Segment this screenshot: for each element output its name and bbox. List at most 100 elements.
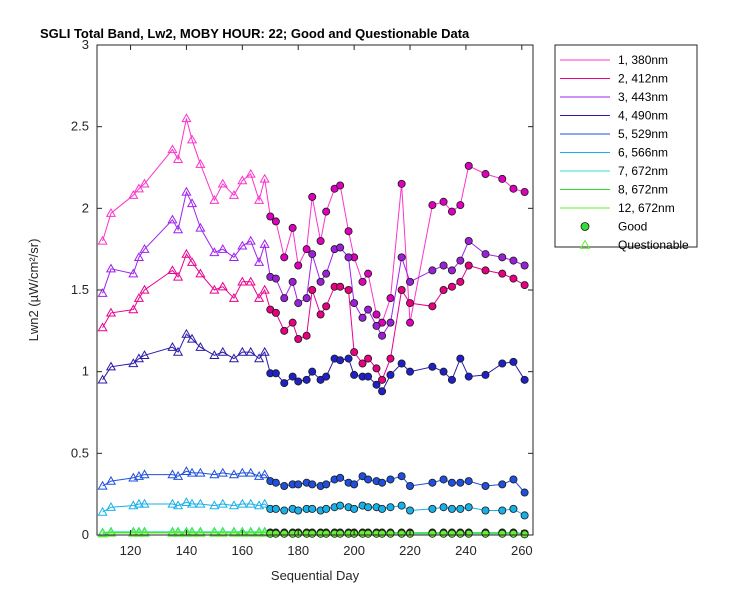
questionable-point	[139, 469, 150, 479]
good-point	[406, 481, 415, 490]
good-point	[322, 529, 331, 538]
good-point	[456, 529, 465, 538]
questionable-point	[245, 276, 256, 286]
good-point	[358, 277, 367, 286]
y-tick-label: 0.5	[71, 445, 89, 460]
good-point	[322, 207, 331, 216]
good-point	[397, 179, 406, 188]
questionable-point	[167, 498, 178, 508]
questionable-point	[254, 257, 265, 266]
good-point	[447, 266, 456, 275]
good-point	[280, 481, 289, 490]
questionable-point	[128, 527, 139, 537]
good-point	[386, 370, 395, 379]
data-marks	[97, 113, 529, 539]
good-point	[271, 217, 280, 226]
questionable-point	[186, 134, 198, 144]
good-point	[308, 504, 317, 513]
series-5	[97, 466, 529, 497]
questionable-point	[172, 154, 184, 163]
legend-label: 8, 672nm	[618, 183, 668, 197]
good-point	[456, 201, 465, 210]
good-point	[509, 274, 518, 283]
questionable-point	[97, 288, 108, 297]
good-point	[280, 253, 289, 262]
good-point	[378, 529, 387, 538]
questionable-point	[105, 307, 117, 317]
x-axis: 120 140 160 180 200 220 240 260	[120, 45, 533, 558]
good-point	[509, 184, 518, 193]
good-point	[520, 375, 529, 384]
questionable-point	[186, 467, 198, 477]
y-axis: 0 0.5 1 1.5 2 2.5 3	[71, 37, 533, 542]
good-point	[308, 367, 317, 376]
questionable-point	[139, 350, 150, 359]
questionable-point	[139, 527, 150, 537]
good-point	[406, 299, 415, 308]
questionable-point	[133, 252, 144, 261]
questionable-point	[217, 346, 228, 356]
questionable-point	[181, 527, 192, 537]
questionable-point	[237, 467, 248, 477]
good-point	[386, 503, 395, 512]
good-point	[288, 223, 297, 232]
good-point	[386, 475, 395, 484]
questionable-point	[105, 502, 117, 511]
legend-label: 12, 672nm	[618, 201, 675, 215]
good-point	[308, 192, 317, 201]
good-point	[336, 356, 345, 365]
good-point	[428, 362, 437, 371]
good-point	[364, 305, 373, 314]
questionable-point	[167, 469, 178, 479]
good-point	[308, 285, 317, 294]
questionable-point	[139, 284, 150, 294]
questionable-point	[195, 159, 206, 168]
x-tick-label: 240	[455, 543, 477, 558]
questionable-point	[217, 527, 228, 537]
good-point	[428, 302, 437, 311]
questionable-point	[181, 186, 192, 196]
good-point	[481, 250, 490, 259]
questionable-point	[105, 208, 117, 217]
good-point	[322, 372, 331, 381]
good-point	[498, 253, 507, 262]
questionable-point	[245, 235, 256, 245]
good-point	[439, 475, 448, 484]
x-tick-label: 260	[511, 543, 533, 558]
questionable-point	[167, 527, 178, 537]
good-point	[358, 313, 367, 322]
good-point	[456, 504, 465, 513]
good-point	[481, 481, 490, 490]
good-point	[271, 504, 280, 513]
good-point	[316, 277, 325, 286]
questionable-point	[217, 243, 228, 253]
legend-label: 5, 529nm	[618, 127, 668, 141]
questionable-point	[245, 498, 256, 508]
questionable-point	[97, 322, 108, 332]
good-point	[288, 277, 297, 286]
good-point	[378, 375, 387, 384]
questionable-point	[97, 528, 108, 538]
questionable-point	[97, 374, 108, 384]
series-line	[102, 333, 526, 393]
good-point	[481, 370, 490, 379]
good-point	[294, 377, 303, 386]
x-tick-label: 160	[231, 543, 253, 558]
questionable-point	[172, 224, 184, 234]
good-point	[447, 529, 456, 538]
good-point	[266, 212, 275, 221]
questionable-point	[209, 284, 220, 294]
questionable-point	[139, 498, 150, 508]
questionable-point	[228, 190, 240, 199]
y-tick-label: 2.5	[71, 119, 89, 134]
good-point	[509, 256, 518, 265]
good-point	[271, 369, 280, 378]
good-point	[386, 318, 395, 327]
series-6	[97, 497, 529, 520]
y-tick-label: 1.5	[71, 282, 89, 297]
questionable-point	[186, 333, 198, 343]
good-point	[498, 529, 507, 538]
questionable-point	[186, 527, 198, 537]
questionable-point	[209, 527, 220, 537]
